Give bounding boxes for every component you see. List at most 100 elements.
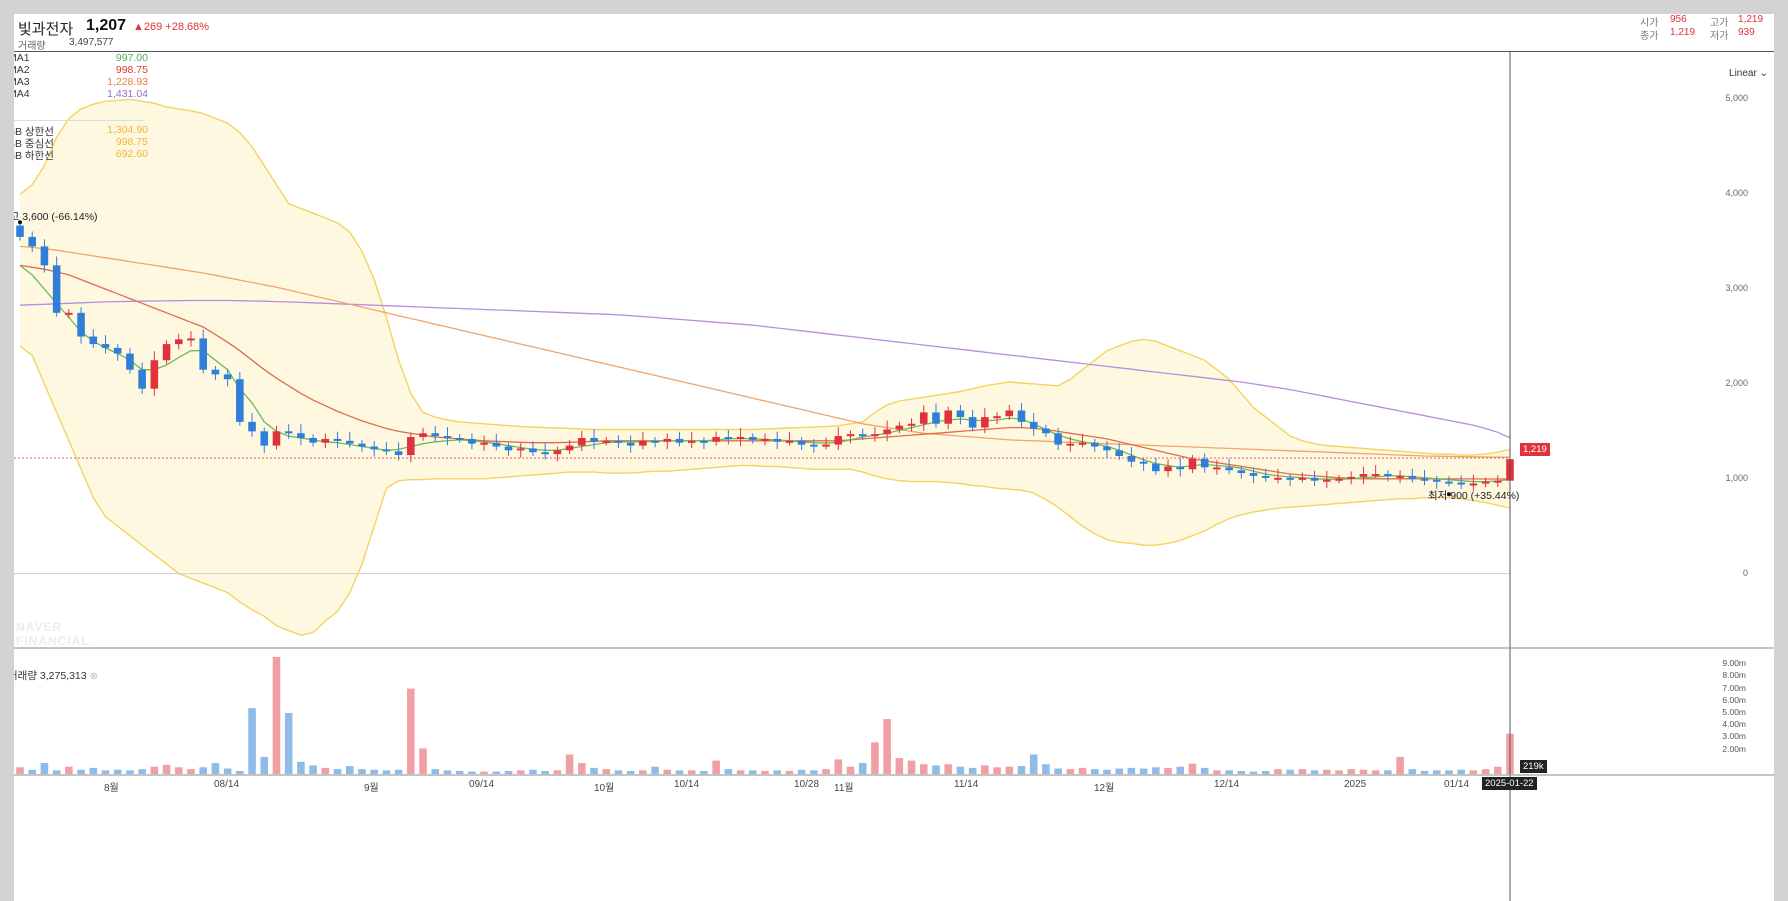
- stock-name: 빛과전자: [18, 21, 74, 38]
- volume-bar: [1384, 770, 1392, 774]
- volume-bar: [919, 764, 928, 774]
- y-tick-label: 5,000: [1725, 93, 1748, 104]
- candle-body: [810, 444, 818, 447]
- volume-bar: [724, 769, 733, 774]
- volume-bar: [345, 766, 354, 774]
- candle-body: [187, 338, 195, 341]
- volume-bar: [1090, 769, 1099, 774]
- volume-tag: 219k: [1520, 760, 1547, 773]
- candle-body: [529, 448, 537, 453]
- volume-bar: [810, 770, 818, 774]
- volume-bar: [907, 760, 916, 774]
- volume-bar: [981, 765, 989, 774]
- candle-body: [1408, 475, 1417, 479]
- volume-bar: [1115, 768, 1123, 774]
- legend-bb-lower-value: 692.60: [115, 148, 148, 160]
- candle-body: [785, 440, 794, 443]
- volume-bar: [822, 769, 830, 774]
- volume-bar: [1127, 767, 1136, 774]
- candle-body: [150, 360, 159, 389]
- volume-bar: [40, 763, 49, 774]
- legend-bb-middle-name: BB 중심선: [14, 138, 54, 150]
- candle-body: [1090, 442, 1099, 447]
- candle-body: [101, 344, 110, 348]
- candle-body: [651, 440, 659, 443]
- legend-ma4-value: 1,431.04: [107, 88, 148, 100]
- candle-body: [1494, 480, 1502, 483]
- candle-body: [272, 431, 281, 446]
- scale-mode-label: Linear: [1729, 68, 1757, 79]
- volume-bar: [675, 770, 684, 774]
- candle-body: [626, 442, 635, 446]
- volume-bar: [1347, 769, 1356, 774]
- scale-mode-toggle[interactable]: Linear ⌄: [1729, 68, 1768, 79]
- candle-body: [1347, 476, 1356, 479]
- legend-bb-lower-name: BB 하한선: [14, 150, 54, 162]
- candle-body: [1127, 456, 1136, 462]
- volume-bar: [858, 763, 867, 774]
- candle-body: [394, 451, 403, 456]
- candle-body: [871, 434, 879, 437]
- volume-panel-title-text: 거래량 3,275,313: [14, 670, 87, 682]
- candle-body: [321, 438, 330, 443]
- candle-body: [138, 369, 146, 389]
- volume-bar: [28, 769, 36, 774]
- candle-body: [504, 446, 513, 451]
- volume-bar: [455, 770, 464, 774]
- volume-bar: [1396, 756, 1404, 774]
- x-tick-label: 2025: [1344, 779, 1367, 790]
- candle-body: [89, 336, 98, 345]
- volume-bar: [260, 756, 269, 774]
- volume-bar: [272, 656, 281, 774]
- volume-bar: [382, 770, 391, 774]
- candle-body: [553, 450, 562, 455]
- close-icon[interactable]: ⊗: [89, 671, 98, 682]
- candle-body: [956, 410, 965, 418]
- x-tick-label: 09/14: [469, 779, 495, 790]
- candle-body: [675, 438, 684, 443]
- volume-bar: [773, 770, 781, 774]
- volume-bar: [1335, 770, 1343, 774]
- volume-bar: [223, 768, 232, 774]
- volume-bar: [1323, 769, 1331, 774]
- x-tick-label: 10월: [594, 783, 615, 794]
- volume-bar: [993, 767, 1001, 774]
- volume-bar: [358, 769, 366, 774]
- candle-body: [297, 433, 305, 438]
- volume-bar: [1176, 766, 1185, 774]
- volume-bar: [1469, 770, 1478, 774]
- volume-tick-label: 6.00m: [1722, 694, 1746, 705]
- candle-body: [333, 438, 342, 441]
- x-tick-label: 9월: [364, 783, 379, 794]
- volume-bar: [1054, 768, 1062, 774]
- price-chart[interactable]: [14, 52, 1774, 901]
- watermark-line2: FINANCIAL: [16, 634, 90, 648]
- candle-body: [993, 416, 1001, 419]
- candle-body: [590, 437, 598, 442]
- candle-body: [492, 442, 501, 447]
- x-tick-label: 11/14: [954, 779, 979, 790]
- volume-bar: [626, 770, 635, 774]
- legend-ma3-value: 1,228.93: [107, 76, 148, 88]
- volume-value: 3,497,577: [69, 37, 114, 48]
- legend-ma4-name: MA4: [14, 88, 30, 100]
- candle-body: [541, 452, 549, 455]
- low-label: 저가: [1710, 31, 1729, 42]
- high-annotation: 최고 3,600 (-66.14%): [14, 211, 98, 223]
- candle-body: [614, 440, 623, 443]
- candle-body: [846, 434, 855, 437]
- volume-bar: [749, 770, 757, 774]
- candle-body: [1066, 443, 1075, 446]
- legend-bb-upper-name: BB 상한선: [14, 126, 54, 138]
- candle-body: [284, 431, 293, 434]
- high-value: 1,219: [1738, 14, 1764, 25]
- high-label: 고가: [1710, 18, 1729, 29]
- volume-bar: [65, 766, 73, 774]
- volume-bar: [492, 771, 501, 774]
- volume-bar: [370, 769, 378, 774]
- y-tick-label: 1,000: [1725, 472, 1748, 483]
- candle-body: [1005, 410, 1014, 417]
- candle-body: [1261, 475, 1270, 478]
- candle-body: [65, 312, 73, 315]
- volume-bar: [248, 708, 256, 774]
